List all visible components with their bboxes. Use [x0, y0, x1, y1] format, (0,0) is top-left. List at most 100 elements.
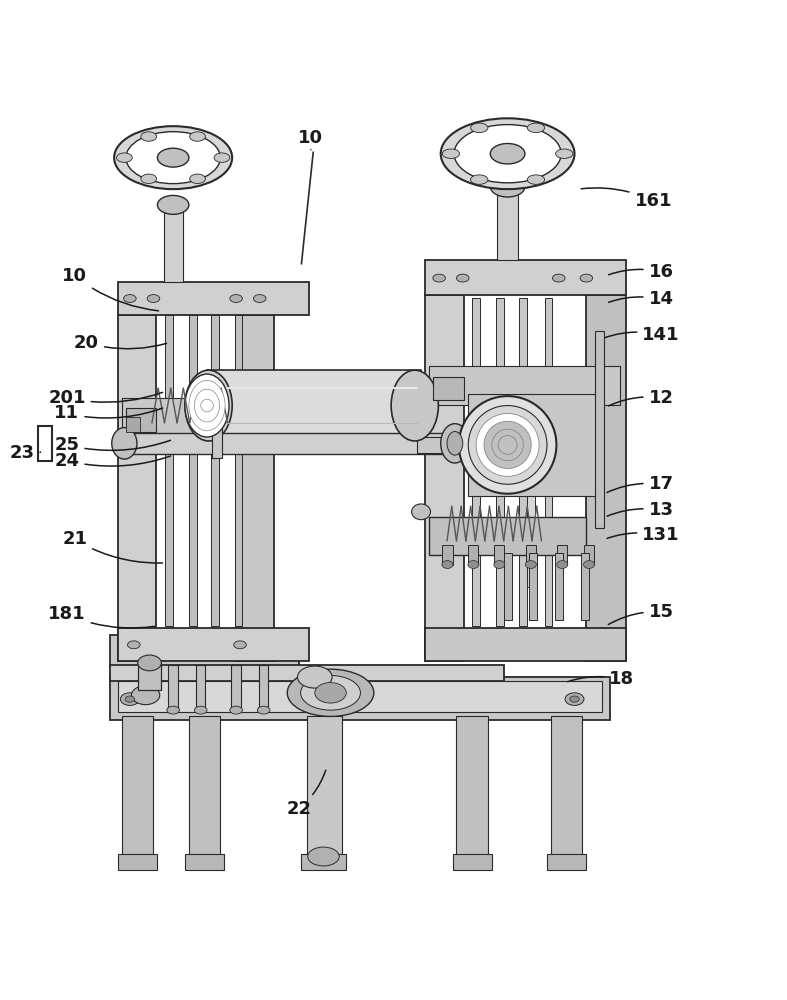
Ellipse shape — [447, 432, 463, 455]
Bar — [494, 545, 504, 565]
Ellipse shape — [476, 413, 539, 476]
Ellipse shape — [441, 424, 469, 463]
Bar — [555, 553, 563, 620]
Text: 10: 10 — [298, 129, 323, 150]
Bar — [138, 663, 161, 690]
Ellipse shape — [190, 174, 205, 184]
Text: 24: 24 — [54, 452, 171, 470]
Ellipse shape — [490, 177, 525, 197]
Ellipse shape — [459, 396, 556, 494]
Bar — [557, 545, 567, 565]
Bar — [429, 517, 586, 555]
Bar — [110, 677, 610, 720]
Bar — [586, 295, 626, 661]
Ellipse shape — [116, 153, 132, 162]
Ellipse shape — [556, 561, 567, 568]
Ellipse shape — [493, 561, 504, 568]
Ellipse shape — [287, 669, 374, 716]
Ellipse shape — [468, 406, 547, 484]
Ellipse shape — [190, 132, 205, 141]
Ellipse shape — [391, 370, 438, 441]
Text: 16: 16 — [608, 263, 674, 281]
Text: 131: 131 — [607, 526, 680, 544]
Ellipse shape — [194, 389, 220, 422]
Ellipse shape — [433, 274, 445, 282]
Text: 15: 15 — [608, 603, 674, 625]
Text: 13: 13 — [607, 501, 674, 519]
Ellipse shape — [442, 149, 460, 158]
Ellipse shape — [552, 274, 565, 282]
Ellipse shape — [456, 274, 469, 282]
Ellipse shape — [471, 123, 488, 133]
Bar — [164, 207, 183, 282]
Ellipse shape — [185, 370, 232, 441]
Ellipse shape — [527, 123, 545, 133]
Bar — [547, 854, 586, 870]
Text: 201: 201 — [48, 389, 163, 407]
Bar — [110, 665, 504, 681]
Ellipse shape — [214, 153, 230, 162]
Ellipse shape — [441, 118, 575, 189]
Bar — [595, 331, 604, 528]
Bar — [497, 189, 518, 260]
Bar — [504, 553, 512, 620]
Ellipse shape — [492, 429, 523, 461]
Ellipse shape — [125, 696, 135, 702]
Ellipse shape — [185, 374, 229, 437]
Bar — [259, 665, 268, 709]
Bar — [231, 665, 241, 709]
Text: 161: 161 — [581, 188, 672, 210]
Ellipse shape — [583, 561, 594, 568]
Bar — [472, 298, 480, 626]
Bar — [189, 716, 220, 862]
Text: 20: 20 — [74, 334, 167, 352]
Bar — [235, 315, 242, 626]
Ellipse shape — [157, 195, 189, 214]
Bar — [38, 426, 52, 461]
Bar — [584, 545, 594, 565]
Ellipse shape — [194, 706, 207, 714]
Ellipse shape — [124, 295, 136, 302]
Bar — [236, 315, 274, 661]
Ellipse shape — [157, 148, 189, 167]
Bar — [309, 673, 323, 689]
Bar — [433, 377, 464, 400]
Bar — [110, 635, 299, 667]
Bar — [453, 854, 492, 870]
Bar — [429, 366, 620, 405]
Ellipse shape — [126, 132, 220, 184]
Text: 10: 10 — [62, 267, 158, 311]
Text: 23: 23 — [9, 444, 41, 462]
Ellipse shape — [138, 655, 161, 671]
Ellipse shape — [565, 693, 584, 705]
Ellipse shape — [112, 428, 137, 459]
Ellipse shape — [490, 143, 525, 164]
Bar — [468, 545, 478, 565]
Bar — [545, 298, 552, 626]
Bar — [118, 628, 309, 661]
Ellipse shape — [297, 666, 332, 688]
Bar — [185, 854, 224, 870]
Ellipse shape — [201, 399, 213, 412]
Bar — [189, 315, 197, 626]
Text: 11: 11 — [54, 404, 163, 422]
Text: 141: 141 — [604, 326, 680, 344]
Bar — [118, 282, 309, 315]
Ellipse shape — [114, 126, 232, 189]
Ellipse shape — [253, 295, 266, 302]
Ellipse shape — [467, 561, 478, 568]
Bar — [196, 665, 205, 709]
Ellipse shape — [442, 561, 453, 568]
Text: 12: 12 — [608, 389, 674, 407]
Bar — [307, 716, 342, 862]
Bar — [122, 716, 153, 862]
Ellipse shape — [230, 295, 242, 302]
Bar — [456, 716, 488, 862]
Text: 181: 181 — [48, 605, 155, 628]
Bar — [551, 716, 582, 862]
Ellipse shape — [471, 175, 488, 184]
Ellipse shape — [580, 274, 593, 282]
Ellipse shape — [484, 421, 531, 469]
Ellipse shape — [167, 706, 179, 714]
Ellipse shape — [147, 295, 160, 302]
